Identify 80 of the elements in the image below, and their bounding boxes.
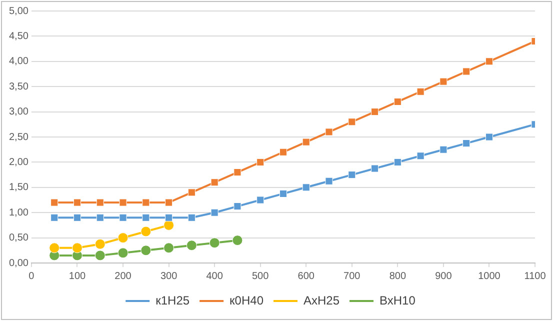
point (256, 196, 264, 204)
point (234, 202, 242, 210)
point (118, 232, 128, 244)
point (279, 190, 288, 198)
point (140, 226, 152, 237)
point (302, 184, 310, 192)
point (325, 128, 333, 136)
point (394, 98, 402, 106)
point (49, 242, 60, 254)
x-tick-label: 800 (389, 270, 406, 282)
y-tick-label: 0,50 (8, 232, 29, 244)
point (485, 133, 494, 141)
y-tick-label: 5,00 (8, 6, 29, 17)
point (188, 214, 196, 222)
y-tick-label: 1,00 (8, 207, 29, 218)
point (416, 88, 424, 96)
point (279, 148, 288, 156)
point (234, 168, 242, 176)
point (186, 240, 197, 251)
point (94, 250, 106, 261)
point (348, 118, 356, 126)
legend-label: к0Н40 (230, 293, 264, 308)
x-tick-label: 100 (68, 270, 86, 282)
point (165, 198, 173, 206)
legend-label: АхН25 (303, 293, 340, 308)
point (164, 220, 174, 230)
point (50, 214, 58, 222)
point (440, 78, 448, 86)
point (210, 208, 218, 216)
point (73, 198, 82, 206)
x-tick-label: 300 (160, 270, 178, 282)
y-tick-label: 4,50 (8, 30, 29, 42)
y-tick-label: 1,50 (8, 182, 29, 194)
point (72, 242, 82, 254)
y-tick-label: 4,00 (8, 56, 29, 68)
x-tick-label: 500 (252, 270, 270, 282)
legend-label: к1Н25 (156, 293, 190, 308)
y-tick-label: 2,50 (8, 132, 29, 143)
point (188, 188, 196, 196)
point (371, 108, 379, 116)
y-tick-label: 3,50 (8, 81, 29, 92)
point (371, 164, 379, 172)
point (394, 158, 402, 166)
point (302, 138, 310, 146)
point (462, 140, 470, 148)
point (165, 214, 173, 222)
y-tick-label: 0,00 (8, 258, 29, 269)
point (325, 177, 333, 185)
point (142, 198, 150, 206)
point (462, 68, 470, 76)
point (256, 158, 264, 166)
point (416, 152, 424, 160)
point (142, 214, 150, 222)
point (118, 248, 128, 258)
point (348, 171, 356, 179)
point (50, 198, 58, 206)
point (209, 238, 220, 248)
point (96, 214, 104, 222)
point (94, 238, 106, 250)
point (485, 58, 494, 66)
point (232, 235, 243, 246)
x-tick-label: 400 (206, 270, 224, 282)
point (440, 146, 448, 154)
x-tick-label: 1100 (524, 270, 546, 282)
point (96, 198, 104, 206)
x-tick-label: 0 (28, 270, 35, 282)
x-tick-label: 1000 (478, 270, 501, 282)
point (140, 245, 152, 256)
y-tick-label: 2,00 (8, 156, 29, 168)
x-tick-label: 900 (435, 270, 452, 282)
x-tick-label: 700 (344, 270, 361, 282)
y-tick-label: 3,00 (8, 106, 29, 118)
x-tick-label: 200 (114, 270, 132, 282)
point (210, 178, 218, 186)
point (164, 242, 174, 254)
point (73, 214, 82, 222)
point (119, 214, 127, 222)
legend-label: ВхН10 (380, 293, 416, 308)
x-tick-label: 600 (298, 270, 315, 282)
point (119, 198, 127, 206)
